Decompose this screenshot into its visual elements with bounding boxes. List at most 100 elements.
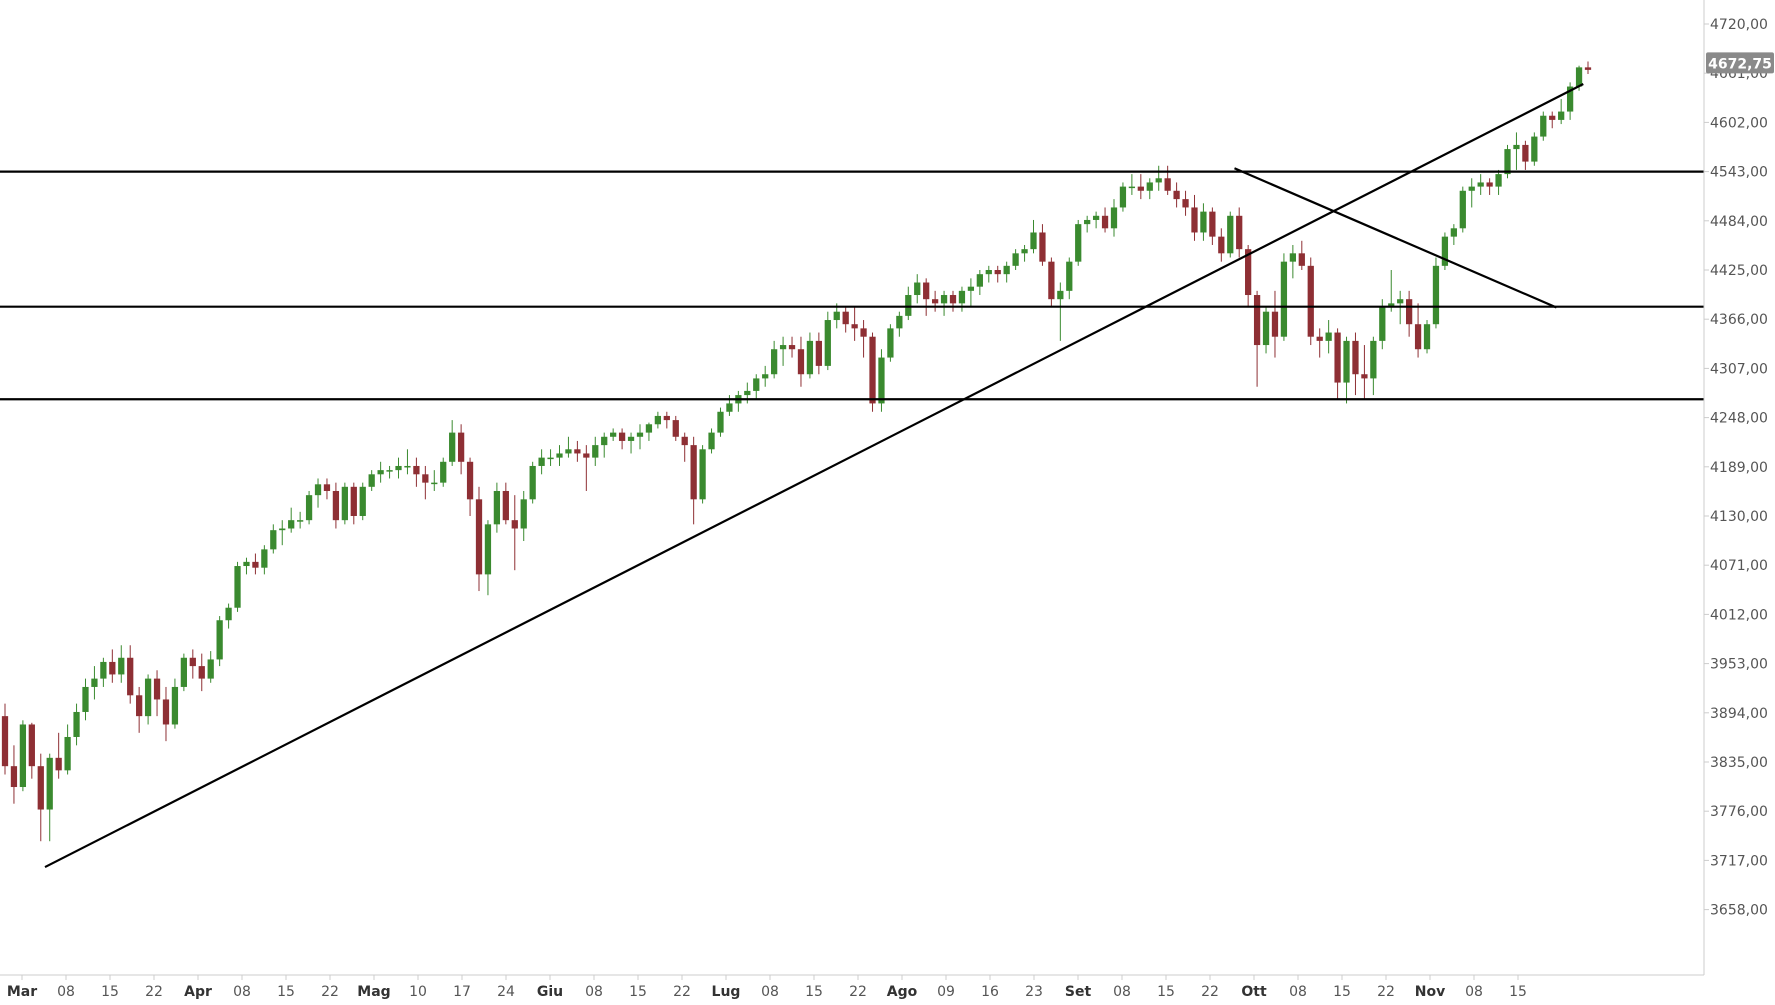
candle-body <box>654 415 662 425</box>
candle-body <box>484 524 492 575</box>
candle <box>610 428 617 441</box>
candle-body <box>386 470 393 472</box>
candle-body <box>1110 207 1118 229</box>
x-tick-day-label: 08 <box>585 984 603 1000</box>
candle <box>279 520 286 546</box>
candle <box>940 290 948 316</box>
x-tick-day-label: 24 <box>497 984 515 1000</box>
candle <box>914 274 921 304</box>
candle-body <box>1245 249 1252 296</box>
candles-layer <box>1 61 1592 842</box>
candle-body <box>314 484 322 496</box>
candle-body <box>1414 324 1422 350</box>
candle-body <box>851 324 858 329</box>
candle <box>627 432 635 454</box>
candle <box>1513 132 1520 170</box>
candle-body <box>100 661 107 679</box>
candle-body <box>332 490 340 521</box>
candle <box>1003 261 1010 283</box>
candle-body <box>779 345 787 350</box>
candle-body <box>976 274 983 287</box>
candle <box>332 482 340 529</box>
candle-body <box>261 549 268 568</box>
candle <box>386 465 393 479</box>
candle-body <box>1540 115 1547 137</box>
candle-body <box>279 528 286 531</box>
candle-body <box>1182 199 1189 208</box>
candle <box>1432 257 1440 329</box>
candle-body <box>547 457 554 460</box>
candle <box>341 482 348 525</box>
candle <box>708 428 715 454</box>
candle <box>529 461 536 504</box>
candle-body <box>869 336 876 404</box>
y-axis-ticks: 4720,004661,004602,004543,004484,004425,… <box>1704 17 1768 919</box>
candle <box>1370 336 1377 396</box>
candle <box>144 674 152 725</box>
candle <box>735 390 742 412</box>
candle-body <box>1370 340 1377 379</box>
candle <box>305 490 313 525</box>
candle <box>618 428 626 450</box>
candle <box>878 349 885 412</box>
candle <box>583 445 590 491</box>
candle <box>645 422 653 441</box>
candle <box>493 482 501 533</box>
candle-body <box>753 378 760 391</box>
x-tick-month-label: Nov <box>1415 984 1445 1000</box>
candle <box>949 290 957 312</box>
candle <box>797 336 805 387</box>
trendline[interactable] <box>1234 167 1557 309</box>
candle <box>887 324 894 362</box>
candle-body <box>1423 324 1431 350</box>
candle-body <box>842 311 849 325</box>
candle <box>601 432 608 458</box>
candle <box>252 553 259 575</box>
candle-body <box>1280 261 1288 337</box>
x-tick-day-label: 15 <box>1509 984 1527 1000</box>
candle-body <box>1504 149 1511 175</box>
candle-body <box>556 453 563 458</box>
candle <box>574 440 581 462</box>
y-tick-label: 4602,00 <box>1710 115 1768 131</box>
candle-body <box>905 295 912 316</box>
x-tick-month-label: Apr <box>184 984 212 1000</box>
candle <box>1164 165 1171 195</box>
candle-body <box>288 520 295 529</box>
x-tick-day-label: 15 <box>101 984 119 1000</box>
y-tick-label: 4130,00 <box>1710 509 1768 525</box>
candle <box>225 603 232 629</box>
candle <box>842 307 849 333</box>
candle <box>1504 144 1511 179</box>
candle-body <box>10 766 18 788</box>
candle <box>314 478 322 508</box>
x-tick-month-label: Mar <box>7 984 37 1000</box>
candle-body <box>73 711 80 737</box>
candle-body <box>1477 182 1484 187</box>
candle-body <box>1549 115 1556 120</box>
candle-body <box>1584 67 1592 70</box>
candle <box>690 436 697 525</box>
candle <box>1540 111 1547 141</box>
y-tick-label: 4720,00 <box>1710 17 1768 33</box>
x-tick-day-label: 08 <box>233 984 251 1000</box>
candle <box>923 278 930 316</box>
candle-body <box>601 436 608 446</box>
candle <box>1262 307 1270 354</box>
candle <box>896 311 903 337</box>
candle-body <box>1397 299 1404 304</box>
candle-body <box>645 424 653 433</box>
candle-body <box>46 757 53 810</box>
candle-body <box>1566 86 1574 112</box>
trendline[interactable] <box>44 83 1584 869</box>
candle-body <box>681 436 688 446</box>
candle-body <box>994 270 1001 275</box>
candle-body <box>529 465 536 500</box>
candle-body <box>341 486 348 521</box>
x-tick-month-label: Set <box>1065 984 1092 1000</box>
candle <box>270 524 277 554</box>
candle-body <box>726 403 733 412</box>
candle <box>1048 257 1055 308</box>
last-price-tag: 4672,75 <box>1706 52 1774 74</box>
